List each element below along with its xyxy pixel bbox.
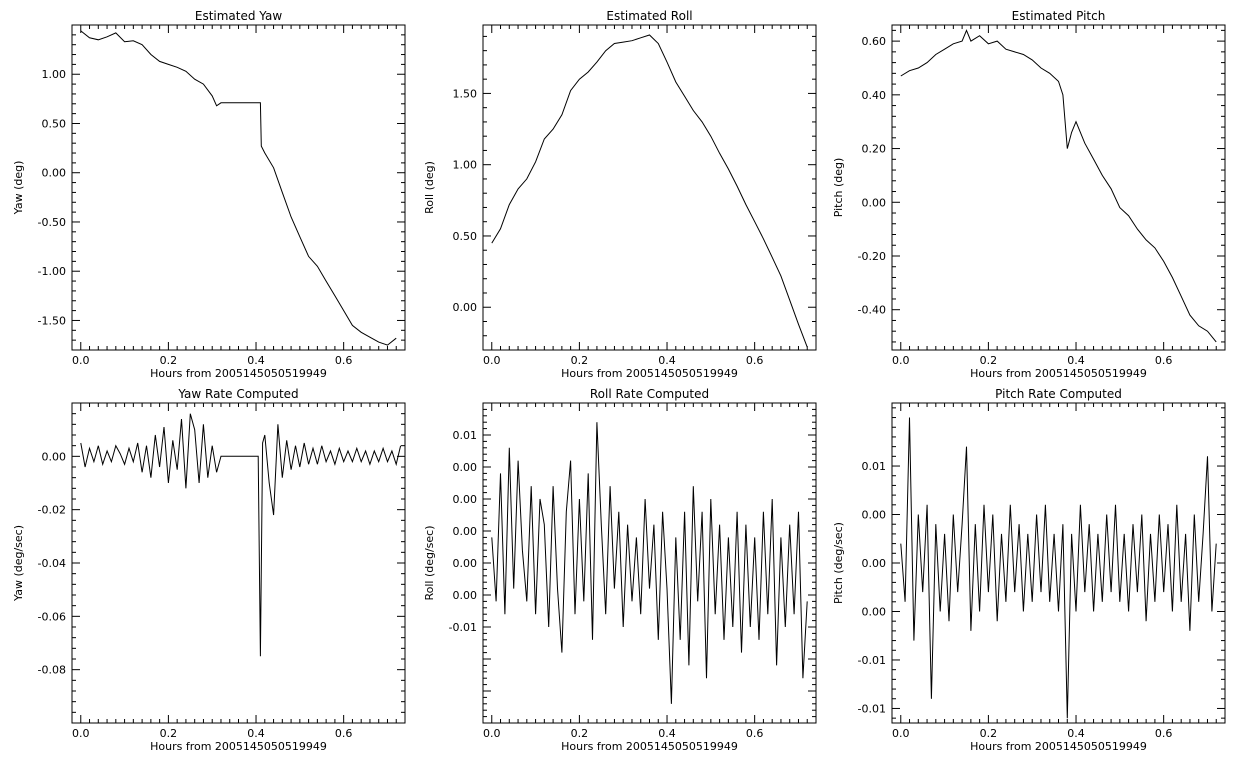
x-axis-label: Hours from 2005145050519949 [970, 367, 1147, 380]
y-tick-label: -0.50 [38, 216, 66, 229]
chart-yaw_rate: Yaw Rate Computed Hours from 200514505051… [12, 387, 406, 753]
x-tick-label: 0.6 [1155, 354, 1173, 367]
x-tick-label: 0.4 [658, 727, 676, 740]
x-axis-label: Hours from 2005145050519949 [561, 367, 738, 380]
x-tick-label: 0.2 [980, 354, 998, 367]
x-tick-label: 0.2 [571, 727, 589, 740]
y-tick-label: 0.01 [453, 429, 478, 442]
x-tick-label: 0.0 [483, 354, 501, 367]
chart-est_yaw: Estimated Yaw Hours from 2005145050519949… [12, 9, 406, 380]
y-tick-label: -0.01 [858, 702, 886, 715]
x-axis-label: Hours from 2005145050519949 [561, 740, 738, 753]
x-tick-label: 0.0 [72, 354, 90, 367]
y-tick-label: -0.01 [858, 654, 886, 667]
y-tick-label: 0.00 [42, 450, 67, 463]
y-tick-label: 0.60 [862, 35, 887, 48]
series-line [900, 417, 1217, 719]
y-tick-label: 0.01 [862, 460, 887, 473]
y-tick-label: 0.00 [862, 196, 887, 209]
x-tick-label: 0.2 [160, 727, 178, 740]
chart-title: Yaw Rate Computed [177, 387, 298, 401]
y-tick-label: 0.00 [453, 589, 478, 602]
chart-title: Estimated Pitch [1012, 9, 1106, 23]
x-tick-label: 0.2 [571, 354, 589, 367]
y-tick-label: -0.20 [858, 250, 886, 263]
x-axis-label: Hours from 2005145050519949 [150, 740, 327, 753]
y-tick-label: 0.00 [453, 525, 478, 538]
series-line [900, 29, 1217, 343]
y-tick-label: 1.00 [453, 159, 478, 172]
y-tick-label: -0.01 [449, 621, 477, 634]
y-axis-label: Pitch (deg) [832, 158, 845, 218]
y-tick-label: 0.00 [862, 509, 887, 522]
plot-frame [891, 402, 1226, 724]
x-tick-label: 0.0 [892, 727, 910, 740]
y-axis-label: Yaw (deg) [12, 161, 25, 216]
y-tick-label: -1.50 [38, 314, 66, 327]
chart-est_roll: Estimated Roll Hours from 200514505051994… [423, 9, 817, 380]
x-tick-label: 0.2 [160, 354, 178, 367]
y-tick-label: 0.40 [862, 89, 887, 102]
series-line [491, 422, 808, 704]
chart-title: Pitch Rate Computed [995, 387, 1122, 401]
x-tick-label: 0.4 [1067, 727, 1085, 740]
y-tick-label: 1.00 [42, 68, 67, 81]
y-tick-label: 0.00 [42, 167, 67, 180]
chart-pitch_rate: Pitch Rate Computed Hours from 2005145050… [832, 387, 1226, 753]
x-tick-label: 0.4 [658, 354, 676, 367]
x-tick-label: 0.0 [483, 727, 501, 740]
y-tick-label: 0.00 [862, 557, 887, 570]
x-axis-label: Hours from 2005145050519949 [150, 367, 327, 380]
x-tick-label: 0.4 [1067, 354, 1085, 367]
y-axis-label: Roll (deg/sec) [423, 525, 436, 600]
y-tick-label: 0.00 [862, 605, 887, 618]
y-tick-label: 1.50 [453, 87, 478, 100]
y-tick-label: -0.40 [858, 304, 886, 317]
y-tick-label: 0.20 [862, 143, 887, 156]
series-line [80, 413, 402, 657]
x-tick-label: 0.6 [1155, 727, 1173, 740]
x-tick-label: 0.6 [335, 354, 353, 367]
y-tick-label: 0.00 [453, 301, 478, 314]
series-line [491, 34, 808, 348]
chart-roll_rate: Roll Rate Computed Hours from 20051450505… [423, 387, 817, 753]
y-axis-label: Yaw (deg/sec) [12, 525, 25, 602]
y-tick-label: 0.50 [453, 230, 478, 243]
y-axis-label: Pitch (deg/sec) [832, 522, 845, 604]
y-tick-label: 0.00 [453, 461, 478, 474]
plot-frame [891, 24, 1226, 351]
y-tick-label: 0.50 [42, 117, 67, 130]
chart-est_pitch: Estimated Pitch Hours from 20051450505199… [832, 9, 1226, 380]
chart-title: Estimated Yaw [195, 9, 282, 23]
x-tick-label: 0.2 [980, 727, 998, 740]
y-tick-label: 0.00 [453, 493, 478, 506]
y-tick-label: -0.08 [38, 664, 66, 677]
y-tick-label: -1.00 [38, 265, 66, 278]
y-tick-label: 0.00 [453, 557, 478, 570]
x-tick-label: 0.6 [746, 354, 764, 367]
y-tick-label: -0.02 [38, 504, 66, 517]
x-axis-label: Hours from 2005145050519949 [970, 740, 1147, 753]
x-tick-label: 0.6 [746, 727, 764, 740]
chart-title: Estimated Roll [606, 9, 692, 23]
plot-frame [71, 402, 406, 724]
x-tick-label: 0.4 [247, 727, 265, 740]
series-line [80, 30, 397, 346]
y-tick-label: -0.04 [38, 557, 66, 570]
x-tick-label: 0.4 [247, 354, 265, 367]
plot-frame [71, 24, 406, 351]
y-tick-label: -0.06 [38, 610, 66, 623]
x-tick-label: 0.0 [892, 354, 910, 367]
x-tick-label: 0.6 [335, 727, 353, 740]
chart-title: Roll Rate Computed [590, 387, 709, 401]
y-axis-label: Roll (deg) [423, 161, 436, 214]
x-tick-label: 0.0 [72, 727, 90, 740]
plot-frame [482, 24, 817, 351]
